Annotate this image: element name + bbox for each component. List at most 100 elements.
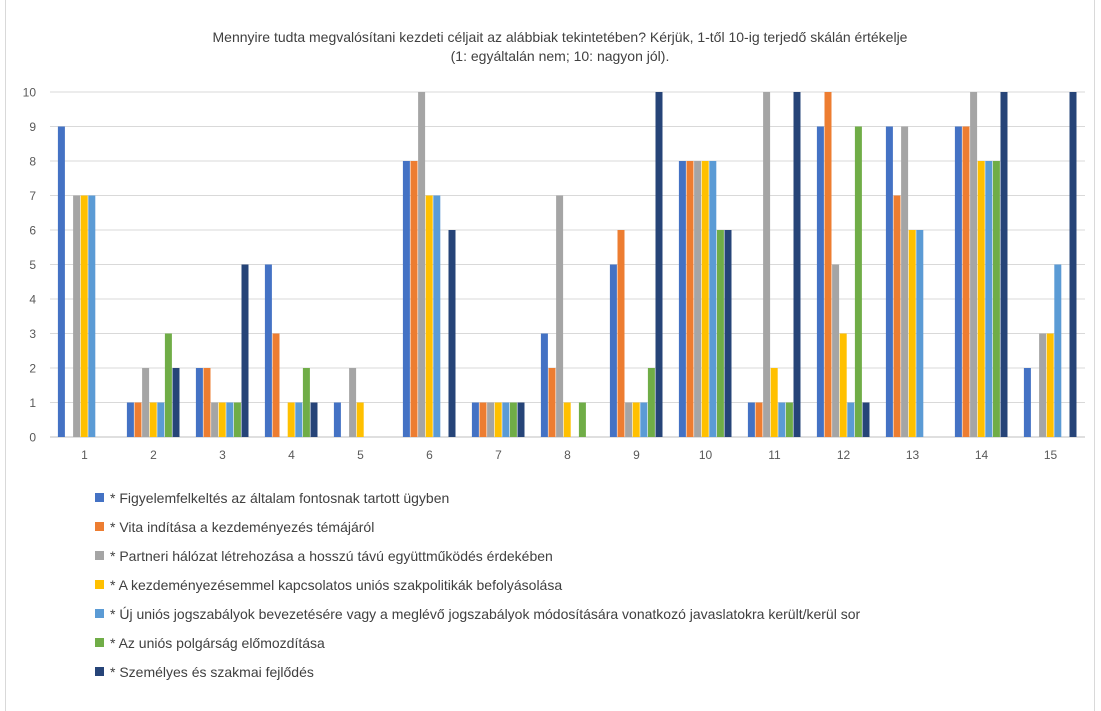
chart-legend: * Figyelemfelkeltés az általam fontosnak… (95, 483, 1085, 686)
bar (832, 264, 840, 437)
bar (785, 402, 793, 437)
chart-title-line-1: Mennyire tudta megvalósítani kezdeti cél… (212, 29, 908, 45)
y-tick-label: 9 (29, 120, 36, 134)
x-tick-label: 6 (426, 448, 433, 462)
bar (149, 402, 157, 437)
chart-frame (5, 0, 1095, 711)
bar (908, 230, 916, 437)
legend-item: * Személyes és szakmai fejlődés (95, 657, 1085, 686)
x-tick-label: 12 (837, 448, 851, 462)
bar (195, 368, 203, 437)
bar (1039, 333, 1047, 437)
x-tick-label: 11 (768, 448, 781, 462)
legend-label: * Partneri hálózat létrehozása a hosszú … (110, 547, 553, 564)
bar (410, 161, 418, 437)
bar (203, 368, 211, 437)
legend-swatch (95, 667, 104, 676)
legend-label: * Személyes és szakmai fejlődés (110, 663, 314, 680)
bar (73, 195, 81, 437)
bar (862, 402, 870, 437)
bar (142, 368, 150, 437)
bar (985, 161, 993, 437)
y-tick-label: 10 (23, 86, 37, 100)
legend-swatch (95, 580, 104, 589)
bar (678, 161, 686, 437)
legend-label: * A kezdeményezésemmel kapcsolatos uniós… (110, 576, 563, 593)
bar (716, 230, 724, 437)
bar (755, 402, 763, 437)
bar (1023, 368, 1031, 437)
bar (517, 402, 525, 437)
bar (479, 402, 487, 437)
bar (448, 230, 456, 437)
legend-label: * Vita indítása a kezdeményezés témájáró… (110, 518, 375, 535)
bar (747, 402, 755, 437)
y-tick-label: 1 (29, 396, 36, 410)
x-tick-label: 1 (81, 448, 88, 462)
legend-swatch (95, 551, 104, 560)
chart-title: Mennyire tudta megvalósítani kezdeti cél… (60, 28, 1060, 66)
bar (333, 402, 341, 437)
bar (816, 126, 824, 437)
legend-item: * Partneri hálózat létrehozása a hosszú … (95, 541, 1085, 570)
bar (778, 402, 786, 437)
bar (824, 92, 832, 437)
bar (854, 126, 862, 437)
bar (425, 195, 433, 437)
bar (487, 402, 495, 437)
bar (218, 402, 226, 437)
x-tick-label: 15 (1044, 448, 1058, 462)
legend-swatch (95, 609, 104, 618)
bar (548, 368, 556, 437)
x-tick-label: 2 (150, 448, 157, 462)
legend-item: * Az uniós polgárság előmozdítása (95, 628, 1085, 657)
x-tick-label: 4 (288, 448, 295, 462)
bar (694, 161, 702, 437)
bar (356, 402, 364, 437)
x-tick-label: 10 (699, 448, 713, 462)
bar (226, 402, 234, 437)
bar (349, 368, 357, 437)
y-tick-label: 2 (29, 362, 36, 376)
bar (556, 195, 564, 437)
bar (471, 402, 479, 437)
legend-swatch (95, 493, 104, 502)
bar (916, 230, 924, 437)
bar (709, 161, 717, 437)
y-tick-label: 8 (29, 155, 36, 169)
y-tick-label: 5 (29, 258, 36, 272)
x-tick-label: 13 (906, 448, 920, 462)
legend-swatch (95, 638, 104, 647)
y-tick-label: 3 (29, 327, 36, 341)
bar (847, 402, 855, 437)
x-tick-label: 14 (975, 448, 989, 462)
bar (578, 402, 586, 437)
bar (287, 402, 295, 437)
bar (609, 264, 617, 437)
legend-label: * Figyelemfelkeltés az általam fontosnak… (110, 489, 450, 506)
bar (885, 126, 893, 437)
bar (954, 126, 962, 437)
y-tick-label: 7 (29, 189, 36, 203)
bar (770, 368, 778, 437)
bar (157, 402, 165, 437)
bar (418, 92, 426, 437)
bar (970, 92, 978, 437)
bar (1046, 333, 1054, 437)
bar (211, 402, 219, 437)
bar (655, 92, 663, 437)
y-tick-label: 6 (29, 224, 36, 238)
bar (640, 402, 648, 437)
bar (632, 402, 640, 437)
bar (272, 333, 280, 437)
bar (126, 402, 134, 437)
bar (962, 126, 970, 437)
bar (977, 161, 985, 437)
legend-item: * A kezdeményezésemmel kapcsolatos uniós… (95, 570, 1085, 599)
bar (134, 402, 142, 437)
bar (563, 402, 571, 437)
bar (1054, 264, 1062, 437)
bar (241, 264, 249, 437)
x-tick-label: 5 (357, 448, 364, 462)
